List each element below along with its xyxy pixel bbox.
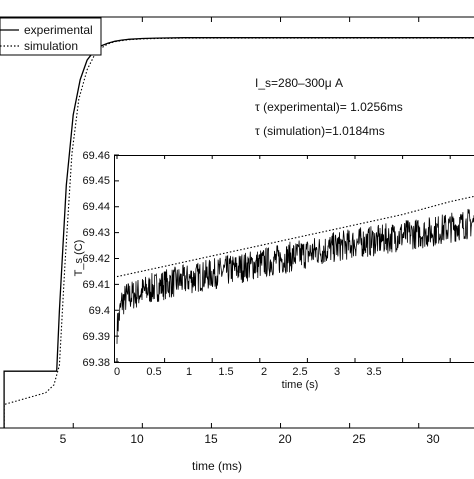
- main-x-axis-label: time (ms): [192, 459, 242, 473]
- annotation-tau-experimental: τ (experimental)= 1.0256ms: [255, 100, 403, 114]
- annotation-current: I_s=280–300μ A: [255, 76, 343, 90]
- annotation-tau-simulation: τ (simulation)=1.0184ms: [255, 124, 385, 138]
- main-x-tick-label: 15: [204, 432, 218, 446]
- inset-x-tick-labels: 0 0.5 1 1.5 2 2.5 3 3.5: [114, 366, 382, 378]
- inset-x-axis-label: time (s): [282, 379, 319, 391]
- inset-y-tick-label: 69.38: [82, 357, 110, 369]
- inset-y-tick-label: 69.41: [82, 279, 110, 291]
- inset-x-tick-label: 0.5: [146, 366, 161, 378]
- inset-x-tick-label: 1.5: [218, 366, 233, 378]
- inset-x-tick-label: 1: [186, 366, 192, 378]
- inset-x-tick-label: 3.5: [366, 366, 381, 378]
- legend: experimental simulation: [0, 17, 102, 56]
- inset-y-tick-label: 69.39: [82, 331, 110, 343]
- inset-series-experimental-line: [116, 208, 474, 344]
- inset-y-axis-label: T_s (C): [73, 240, 85, 277]
- inset-y-tick-labels: 69.38 69.39 69.4 69.41 69.42 69.43 69.44…: [82, 150, 110, 369]
- main-x-tick-label: 25: [352, 432, 366, 446]
- inset-y-tick-label: 69.45: [82, 175, 110, 187]
- inset-y-tick-label: 69.43: [82, 227, 110, 239]
- series-simulation-line: [3, 37, 474, 428]
- main-x-tick-label: 10: [130, 432, 144, 446]
- main-x-tick-label: 20: [278, 432, 292, 446]
- inset-y-tick-label: 69.4: [89, 305, 110, 317]
- inset-x-tick-label: 2: [261, 366, 267, 378]
- legend-label-experimental: experimental: [24, 23, 93, 37]
- inset-x-tick-label: 0: [114, 366, 120, 378]
- main-x-tick-label: 5: [60, 432, 67, 446]
- main-x-tick-label: 30: [426, 432, 440, 446]
- inset-y-tick-label: 69.46: [82, 150, 110, 162]
- legend-box: [0, 17, 102, 56]
- inset-y-tick-label: 69.42: [82, 253, 110, 265]
- annotations: I_s=280–300μ A τ (experimental)= 1.0256m…: [255, 76, 403, 138]
- legend-label-simulation: simulation: [24, 39, 78, 53]
- main-x-tick-labels: 5 10 15 20 25 30: [60, 432, 440, 446]
- inset-axes: [114, 154, 474, 363]
- inset-x-tick-label: 3: [334, 366, 340, 378]
- inset-x-tick-label: 2.5: [292, 366, 307, 378]
- inset-y-tick-label: 69.44: [82, 201, 110, 213]
